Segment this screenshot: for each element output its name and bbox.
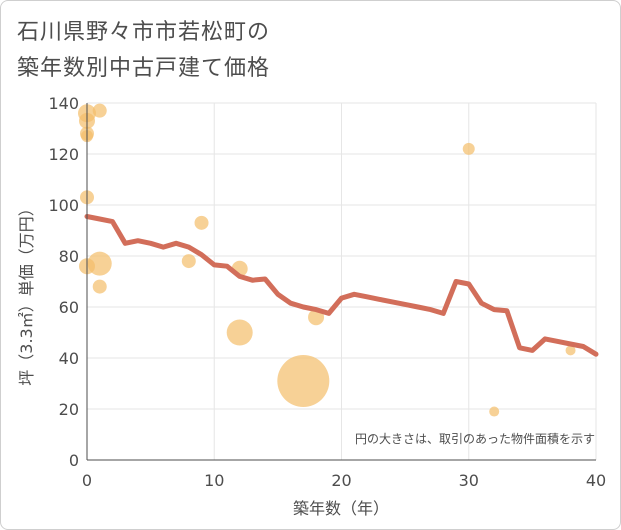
y-tick-label: 80 [59,247,79,266]
data-bubble [93,104,107,118]
chart-plot: 0 20 40 60 80 100 120 140 0 10 20 30 40 円の大きさは、取引のあっ… [0,0,621,530]
tick-labels: 0 20 40 60 80 100 120 140 0 10 20 30 40 [48,94,606,490]
y-tick-label: 140 [48,94,79,113]
y-tick-label: 40 [59,349,79,368]
grid-lines [87,103,596,460]
data-bubble [463,143,475,155]
data-bubble [277,355,329,407]
x-tick-label: 10 [204,471,224,490]
data-bubble [88,252,112,276]
y-tick-label: 60 [59,298,79,317]
x-tick-label: 0 [82,471,92,490]
bubbles [78,104,576,417]
y-tick-label: 0 [69,451,79,470]
y-tick-label: 100 [48,196,79,215]
y-tick-label: 20 [59,400,79,419]
data-bubble [489,407,499,417]
y-tick-label: 120 [48,145,79,164]
x-tick-label: 40 [586,471,606,490]
x-tick-label: 20 [331,471,351,490]
data-bubble [195,216,209,230]
y-axis-label: 坪（3.3㎡）単価（万円） [17,200,36,385]
x-axis-label: 築年数（年） [293,499,389,518]
x-tick-label: 30 [459,471,479,490]
data-bubble [93,280,107,294]
bubble-size-note: 円の大きさは、取引のあった物件面積を示す [355,431,595,446]
data-bubble [182,254,196,268]
data-bubble [227,320,253,346]
